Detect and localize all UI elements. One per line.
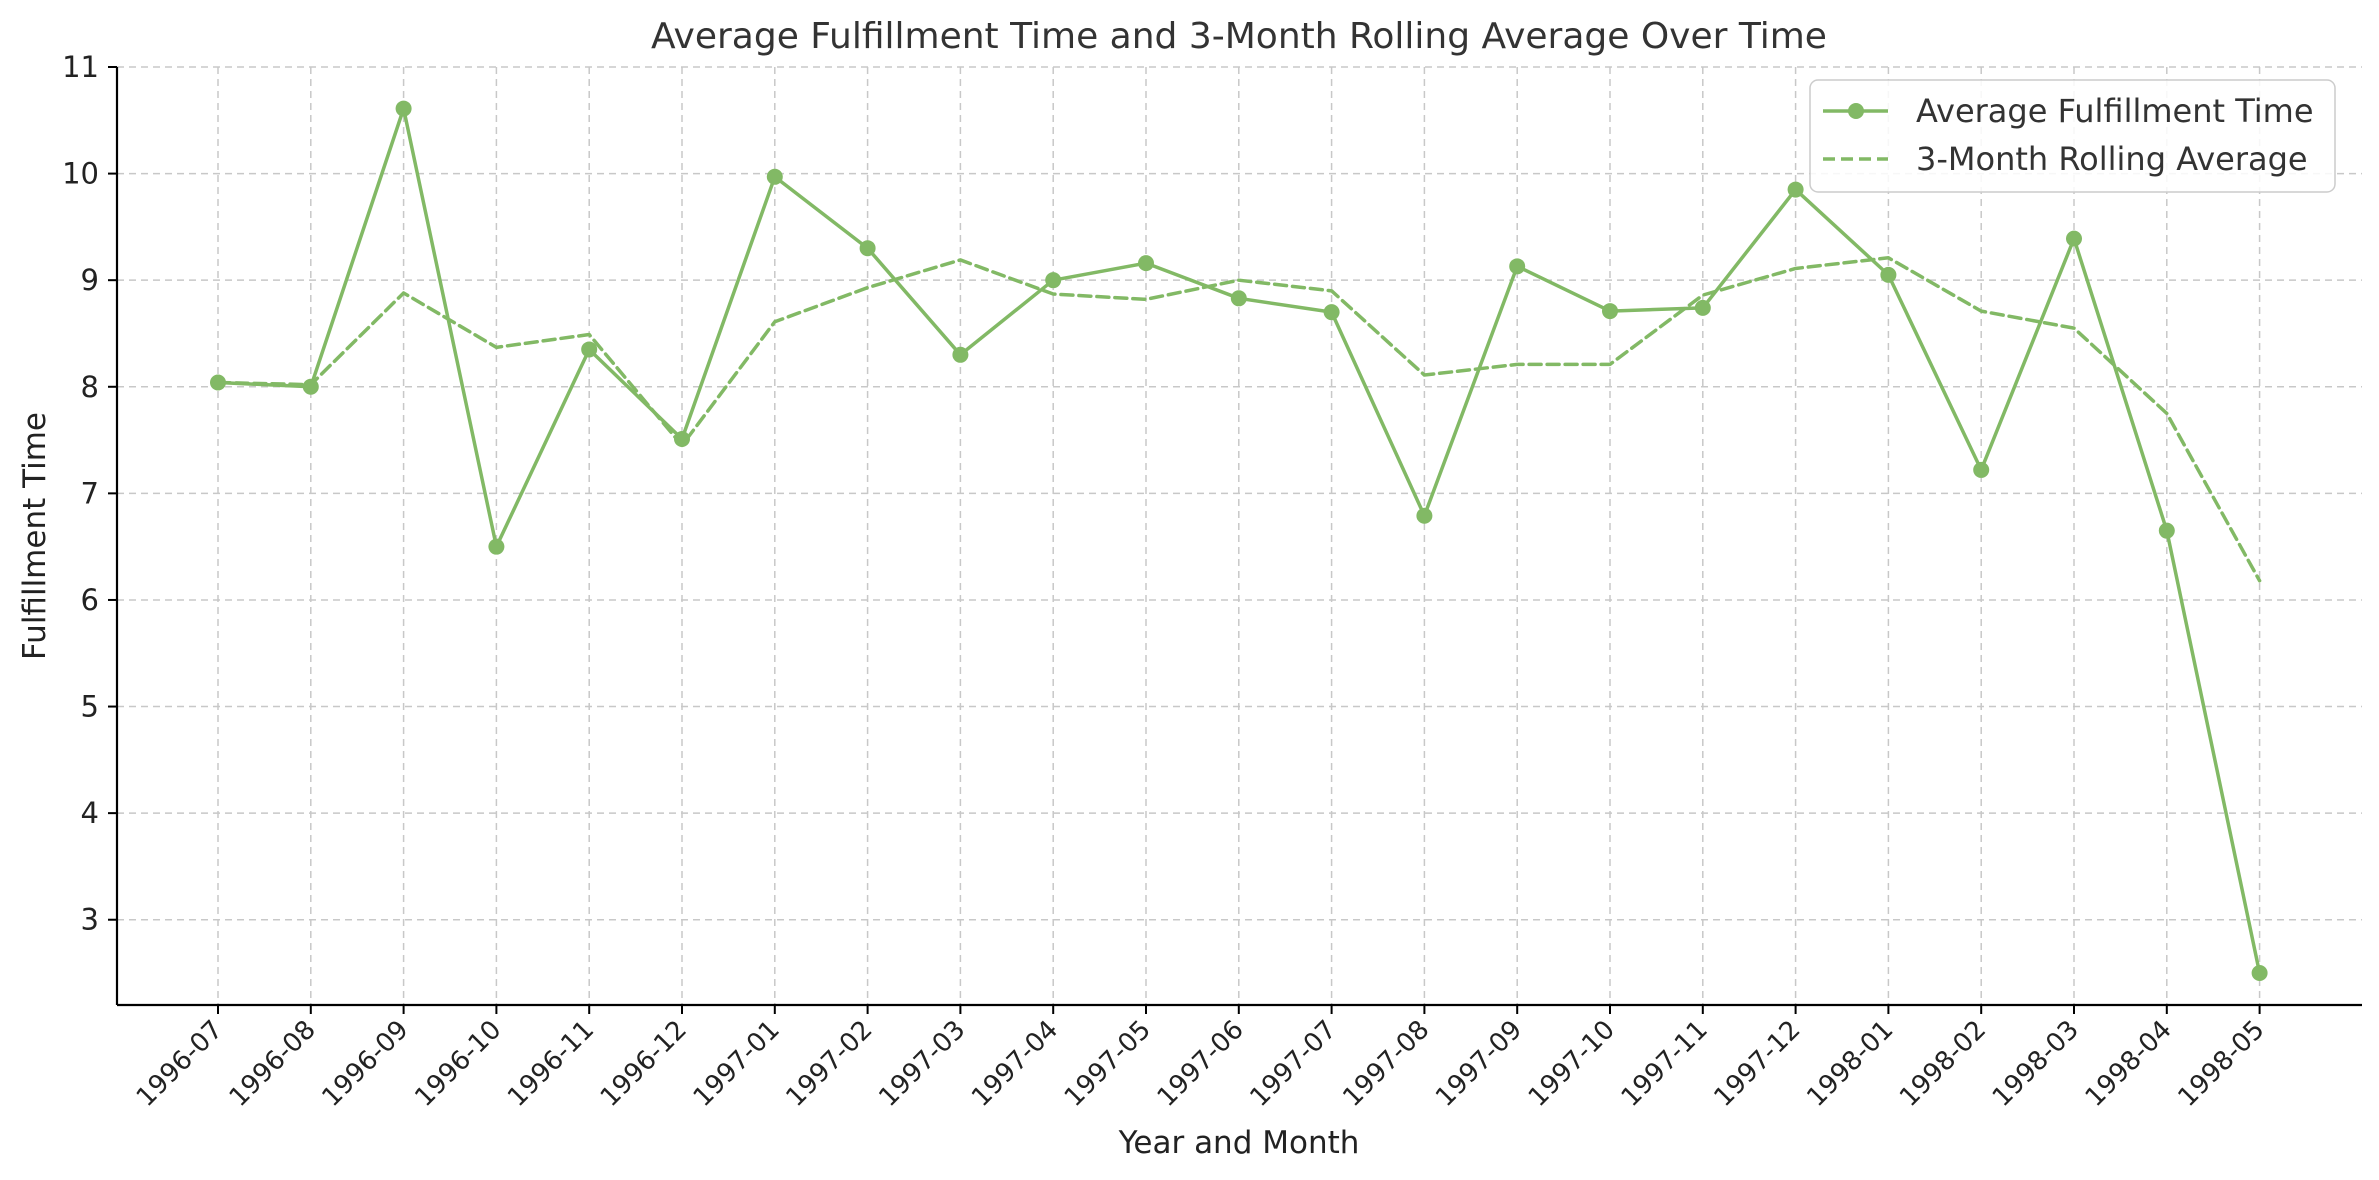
x-axis-label: Year and Month xyxy=(1118,1125,1360,1161)
y-tick-label: 5 xyxy=(81,690,99,724)
legend-marker-average xyxy=(1848,103,1864,119)
data-point xyxy=(395,100,412,117)
x-tick-label: 1996-12 xyxy=(595,1015,693,1113)
data-point xyxy=(859,240,876,257)
x-tick-label: 1998-03 xyxy=(1987,1015,2085,1113)
x-tick-label: 1996-07 xyxy=(131,1015,229,1113)
x-tick-label: 1997-03 xyxy=(873,1015,971,1113)
x-tick-label: 1997-08 xyxy=(1337,1015,1435,1113)
data-point xyxy=(1787,181,1804,198)
y-tick-label: 4 xyxy=(81,796,99,830)
data-point xyxy=(581,341,598,358)
x-tick-label: 1997-05 xyxy=(1059,1015,1157,1113)
x-tick-label: 1997-01 xyxy=(688,1015,786,1113)
x-tick-label: 1996-11 xyxy=(502,1015,600,1113)
legend: Average Fulfillment Time 3-Month Rolling… xyxy=(1809,79,2336,193)
x-ticks: 1996-071996-081996-091996-101996-111996-… xyxy=(131,1005,2271,1113)
x-tick-label: 1998-02 xyxy=(1894,1015,1992,1113)
x-tick-label: 1997-12 xyxy=(1709,1015,1807,1113)
x-tick-label: 1997-02 xyxy=(781,1015,879,1113)
data-point xyxy=(1973,461,1990,478)
data-point xyxy=(1602,303,1618,320)
data-point xyxy=(2066,230,2082,247)
x-tick-label: 1996-09 xyxy=(317,1015,415,1113)
y-ticks: 3 4 5 6 7 8 9 10 11 xyxy=(62,50,117,937)
data-point xyxy=(1323,304,1340,321)
data-point xyxy=(1230,290,1247,307)
data-point xyxy=(1694,299,1711,316)
data-point xyxy=(1509,258,1526,275)
x-tick-label: 1996-10 xyxy=(409,1015,507,1113)
data-point xyxy=(2251,965,2268,982)
data-point xyxy=(1138,255,1154,272)
y-tick-label: 8 xyxy=(81,370,99,404)
x-tick-label: 1997-09 xyxy=(1430,1015,1528,1113)
data-point xyxy=(488,538,505,555)
series-line-rolling xyxy=(216,256,2262,583)
y-tick-label: 11 xyxy=(62,50,99,84)
series-layer xyxy=(210,100,2268,982)
x-tick-label: 1996-08 xyxy=(224,1015,322,1113)
y-tick-label: 6 xyxy=(81,583,99,617)
x-tick-label: 1997-07 xyxy=(1245,1015,1343,1113)
legend-label-rolling: 3-Month Rolling Average xyxy=(1916,140,2308,178)
legend-box xyxy=(1809,79,2336,193)
data-point xyxy=(1880,266,1897,283)
y-tick-label: 10 xyxy=(62,157,99,191)
x-tick-label: 1997-11 xyxy=(1616,1015,1714,1113)
data-point xyxy=(952,346,969,363)
y-tick-label: 7 xyxy=(81,476,99,510)
data-point xyxy=(2158,522,2175,539)
data-point xyxy=(1416,507,1433,524)
y-tick-label: 9 xyxy=(81,263,99,297)
x-tick-label: 1998-04 xyxy=(2080,1015,2178,1113)
y-tick-label: 3 xyxy=(81,903,99,937)
data-point xyxy=(766,168,783,185)
x-tick-label: 1997-04 xyxy=(966,1015,1064,1113)
x-tick-label: 1997-06 xyxy=(1152,1015,1250,1113)
x-tick-label: 1997-10 xyxy=(1523,1015,1621,1113)
x-tick-label: 1998-05 xyxy=(2173,1015,2271,1113)
legend-label-average: Average Fulfillment Time xyxy=(1916,92,2314,130)
grid-layer xyxy=(117,66,2362,1005)
y-axis-label: Fulfillment Time xyxy=(17,412,53,660)
x-tick-label: 1998-01 xyxy=(1801,1015,1899,1113)
chart-title: Average Fulfillment Time and 3-Month Rol… xyxy=(651,16,1827,57)
data-point xyxy=(1045,272,1062,289)
